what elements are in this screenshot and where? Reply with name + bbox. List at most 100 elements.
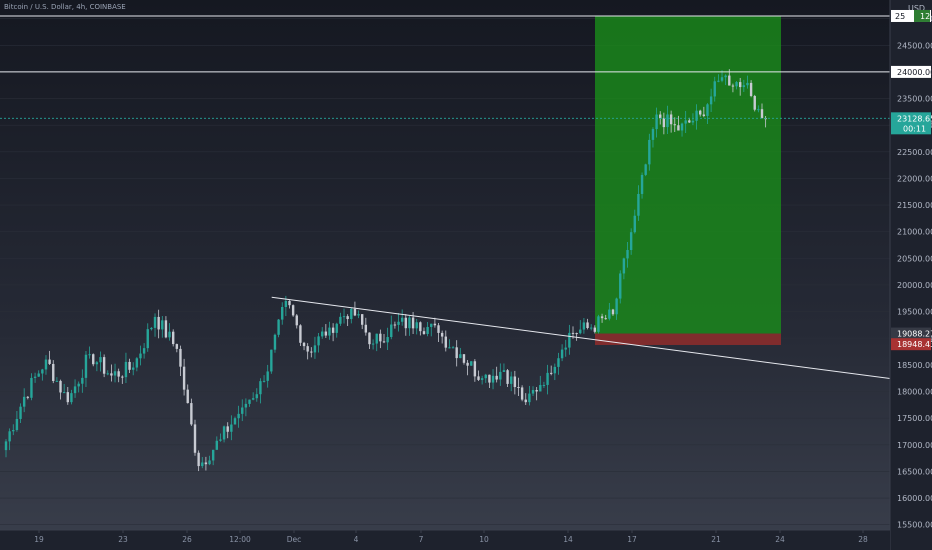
candle-body-10 (41, 369, 44, 374)
candle-body-53 (197, 452, 200, 467)
candle-body-109 (400, 317, 404, 322)
candle-body-165 (604, 318, 607, 320)
candle-body-149 (546, 372, 549, 385)
candle-body-47 (175, 344, 179, 349)
price-tick-label-11: 21000.00 (897, 228, 932, 237)
candle-body-43 (161, 320, 164, 330)
candle-body-42 (157, 316, 160, 330)
candle-body-184 (673, 124, 676, 126)
candle-body-170 (622, 258, 626, 274)
candle-body-19 (73, 386, 77, 394)
time-label-3: 12:00 (229, 535, 251, 544)
candle-body-145 (531, 390, 535, 394)
candle-body-144 (528, 393, 531, 403)
candle-body-14 (55, 380, 59, 382)
candle-body-187 (684, 120, 687, 124)
candle-body-105 (386, 337, 389, 343)
candle-body-36 (135, 358, 139, 368)
candle-body-121 (444, 336, 447, 348)
candle-body-138 (506, 370, 509, 384)
candle-body-131 (480, 378, 484, 380)
candle-body-26 (99, 357, 102, 363)
candle-body-133 (488, 374, 491, 383)
candle-body-112 (411, 317, 415, 329)
price-tick-label-2: 16500.00 (897, 467, 932, 476)
time-label-4: Dec (287, 535, 302, 544)
candle-body-69 (255, 394, 258, 399)
candle-body-71 (262, 380, 266, 382)
candle-body-79 (291, 305, 295, 316)
candle-body-25 (95, 362, 99, 365)
candle-body-176 (644, 164, 647, 175)
price-tick-label-16: 23500.00 (897, 95, 932, 104)
candle-body-9 (37, 373, 40, 377)
price-tick-label-3: 17000.00 (897, 441, 932, 450)
candle-body-104 (382, 341, 386, 343)
candle-body-76 (281, 306, 284, 320)
candle-body-195 (713, 81, 716, 97)
candle-body-38 (142, 348, 146, 354)
candle-body-205 (749, 82, 753, 97)
candle-body-3 (15, 418, 19, 431)
candle-body-58 (215, 440, 219, 450)
level-red-value: 18948.43 (897, 340, 932, 349)
trendline (271, 296, 932, 385)
candle-body-65 (241, 407, 244, 414)
candle-body-52 (193, 424, 197, 453)
candle-body-167 (611, 309, 615, 315)
price-tick-label-1: 16000.00 (897, 494, 932, 503)
candle-body-64 (237, 413, 240, 419)
candle-body-147 (539, 385, 542, 392)
candle-body-80 (295, 315, 298, 326)
symbol-title: Bitcoin / U.S. Dollar, 4h, COINBASE (4, 3, 126, 11)
candle-body-118 (433, 323, 437, 326)
candle-body-132 (484, 374, 487, 379)
candle-body-20 (77, 383, 80, 387)
candle-body-73 (270, 349, 273, 372)
candle-body-143 (524, 399, 527, 403)
candle-body-92 (339, 316, 342, 324)
candle-body-95 (350, 308, 353, 320)
candle-body-150 (549, 372, 553, 374)
time-label-0: 19 (34, 535, 44, 544)
candle-body-122 (448, 347, 451, 349)
candle-body-85 (313, 345, 317, 353)
candle-body-103 (379, 333, 382, 342)
time-label-9: 17 (627, 535, 637, 544)
candle-body-15 (59, 380, 62, 393)
candle-body-164 (600, 316, 604, 319)
candle-body-57 (211, 449, 215, 461)
candle-body-16 (62, 392, 66, 394)
price-tick-label-12: 21500.00 (897, 201, 932, 210)
candle-body-29 (110, 373, 113, 376)
candle-body-81 (299, 325, 302, 343)
candle-body-27 (102, 357, 106, 374)
price-tick-label-8: 19500.00 (897, 308, 932, 317)
candle-body-153 (560, 349, 564, 359)
time-label-6: 7 (419, 535, 424, 544)
candle-body-17 (66, 392, 69, 403)
candle-body-90 (331, 327, 335, 333)
candle-body-51 (190, 403, 193, 425)
candle-body-108 (397, 321, 400, 325)
price-tick-label-4: 17500.00 (897, 414, 932, 423)
time-label-11: 24 (775, 535, 785, 544)
candle-body-116 (426, 326, 429, 334)
candle-body-4 (19, 406, 22, 419)
candle-body-11 (44, 359, 48, 370)
price-tick-label-5: 18000.00 (897, 388, 932, 397)
candle-body-141 (517, 387, 520, 389)
level-red-value-bg (891, 338, 931, 351)
candle-body-120 (440, 332, 444, 337)
candle-body-207 (757, 109, 760, 111)
candle-body-128 (470, 361, 473, 366)
candle-body-21 (81, 377, 84, 384)
candle-body-129 (473, 361, 477, 377)
top-tag-bg (914, 9, 930, 22)
candle-body-49 (182, 366, 186, 390)
candle-body-61 (226, 426, 229, 432)
candle-body-140 (513, 376, 517, 388)
candle-body-180 (659, 114, 662, 119)
